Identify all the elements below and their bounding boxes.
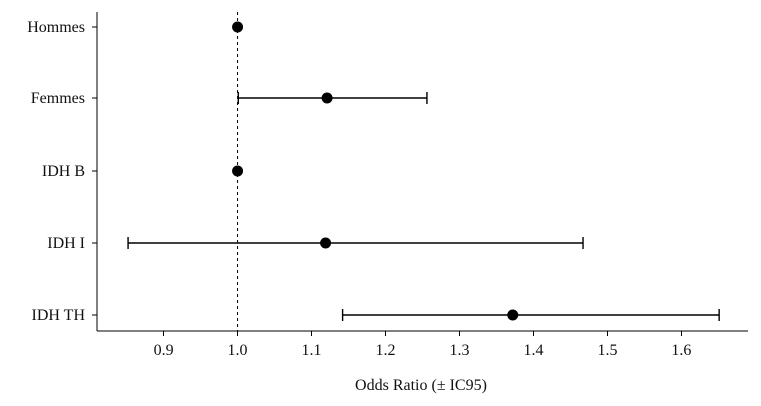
marks-layer [127, 21, 720, 321]
y-tick-label: Femmes [31, 90, 85, 107]
x-axis-title: Odds Ratio (± IC95) [355, 377, 487, 394]
odds-ratio-point [320, 237, 332, 249]
odds-ratio-point [321, 92, 333, 104]
y-tick-label: IDH I [47, 235, 85, 252]
x-tick-label: 0.9 [154, 342, 174, 359]
odds-ratio-point [232, 21, 244, 33]
odds-ratio-point [232, 165, 244, 177]
x-tick-label: 1.4 [523, 342, 543, 359]
x-tick-label: 1.5 [597, 342, 617, 359]
y-tick-label: IDH B [42, 163, 85, 180]
x-tick-label: 1.6 [671, 342, 691, 359]
y-tick-label: Hommes [27, 19, 85, 36]
x-tick-label: 1.1 [302, 342, 322, 359]
x-tick-label: 1.0 [228, 342, 248, 359]
x-tick-label: 1.2 [376, 342, 396, 359]
y-tick-label: IDH TH [32, 307, 86, 324]
odds-ratio-point [507, 309, 519, 321]
axes-layer: 0.9 1.0 1.1 1.2 1.3 1.4 1.5 1.6 Hommes Femmes IDH … [27, 12, 748, 359]
x-tick-label: 1.3 [449, 342, 469, 359]
